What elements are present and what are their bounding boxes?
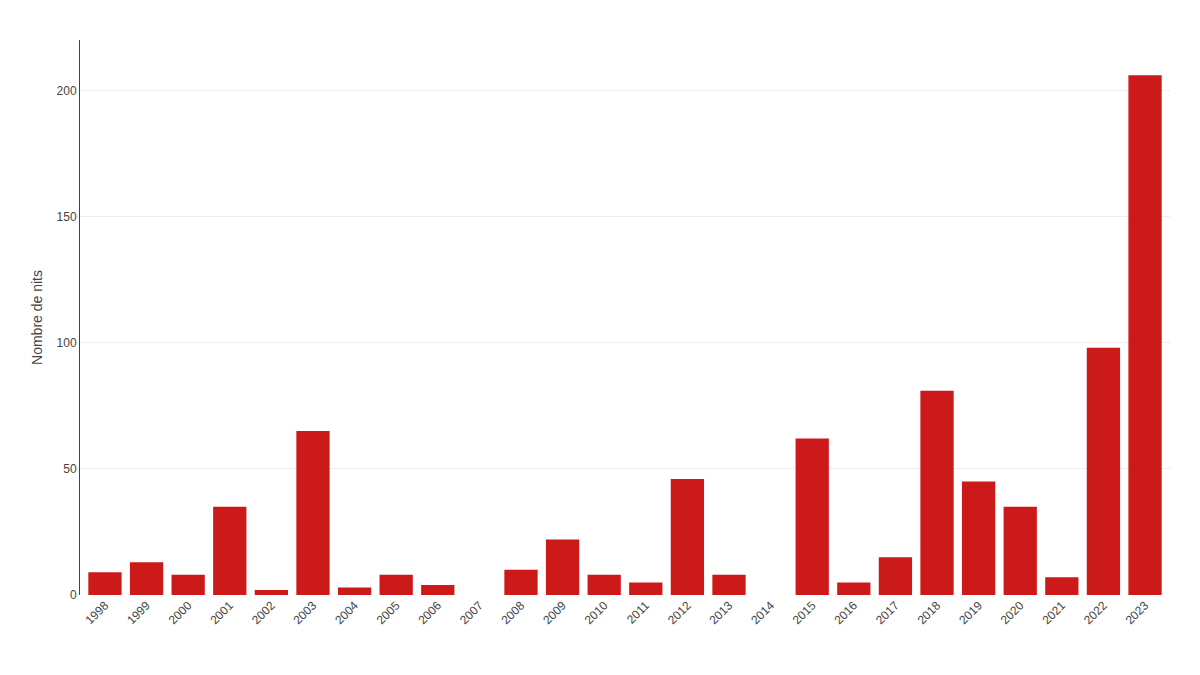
svg-text:2017: 2017 <box>873 598 902 627</box>
svg-text:2001: 2001 <box>207 598 236 627</box>
svg-text:2015: 2015 <box>790 598 819 627</box>
svg-text:2020: 2020 <box>998 598 1027 627</box>
svg-text:150: 150 <box>57 210 77 224</box>
svg-text:50: 50 <box>63 462 77 476</box>
svg-text:2002: 2002 <box>249 598 278 627</box>
svg-text:2009: 2009 <box>540 598 569 627</box>
svg-text:0: 0 <box>70 588 77 602</box>
svg-text:1998: 1998 <box>83 598 112 627</box>
svg-text:100: 100 <box>57 336 77 350</box>
svg-text:2022: 2022 <box>1081 598 1110 627</box>
svg-text:2004: 2004 <box>332 598 361 627</box>
svg-text:2007: 2007 <box>457 598 486 627</box>
svg-text:2008: 2008 <box>499 598 528 627</box>
svg-text:Nombre de nits: Nombre de nits <box>29 270 45 365</box>
svg-text:2014: 2014 <box>748 598 777 627</box>
svg-text:2013: 2013 <box>707 598 736 627</box>
svg-text:2011: 2011 <box>624 598 652 626</box>
svg-text:2003: 2003 <box>291 598 320 627</box>
svg-text:2010: 2010 <box>582 598 611 627</box>
svg-text:1999: 1999 <box>124 598 153 627</box>
svg-text:2023: 2023 <box>1123 598 1152 627</box>
svg-text:200: 200 <box>57 84 77 98</box>
svg-text:2006: 2006 <box>415 598 444 627</box>
svg-text:2016: 2016 <box>831 598 860 627</box>
svg-text:2000: 2000 <box>166 598 195 627</box>
svg-text:2019: 2019 <box>956 598 985 627</box>
svg-text:2005: 2005 <box>374 598 403 627</box>
svg-text:2018: 2018 <box>915 598 944 627</box>
svg-text:2021: 2021 <box>1039 598 1068 627</box>
svg-text:2012: 2012 <box>665 598 694 627</box>
